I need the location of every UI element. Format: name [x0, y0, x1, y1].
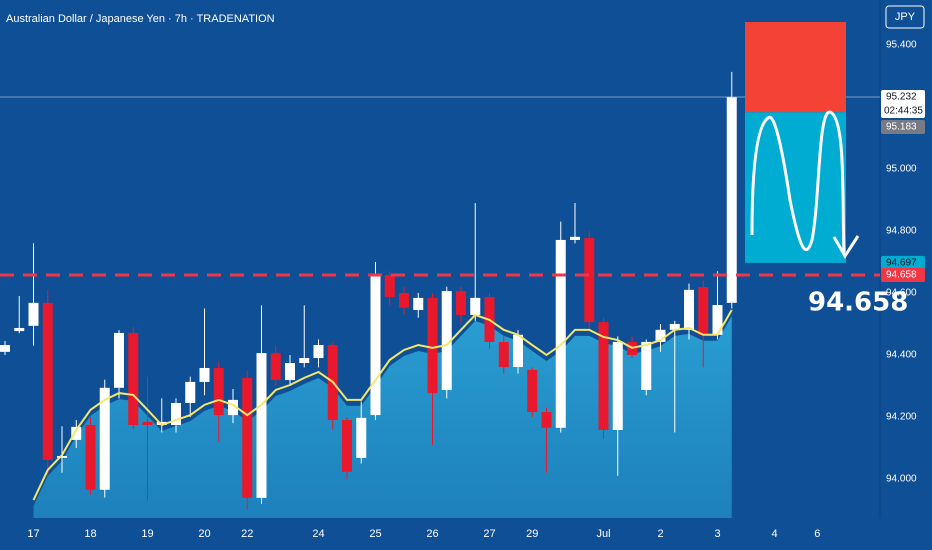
candle-body: [513, 334, 523, 368]
candle-body: [669, 323, 680, 330]
x-tick-label: 19: [141, 528, 153, 540]
candle-body: [555, 239, 566, 428]
candle-body: [399, 292, 409, 308]
candle-body: [156, 421, 167, 426]
candle-body: [655, 329, 666, 342]
x-tick-label: 4: [771, 528, 777, 540]
candle-body: [0, 345, 10, 352]
candle-body: [598, 322, 609, 430]
countdown: 02:44:35: [884, 106, 923, 117]
candle-body: [413, 297, 424, 310]
candle-body: [71, 426, 82, 440]
plot: 94.658 94.000 94.200 94.400 94.600 94.800 95.0…: [0, 22, 925, 540]
x-tick-label: 29: [526, 528, 538, 540]
candle-body: [370, 274, 381, 416]
candle-body: [641, 341, 652, 390]
currency[interactable]: JPY: [895, 11, 916, 23]
candle-body: [57, 456, 67, 458]
x-tick-label: 22: [241, 528, 253, 540]
candle-body: [242, 377, 253, 498]
candle-body: [85, 425, 96, 490]
candle-body: [356, 417, 367, 458]
candle-body: [427, 297, 438, 394]
candle-body: [199, 367, 210, 382]
candle-body: [256, 353, 267, 498]
x-tick-label: 20: [198, 528, 210, 540]
forecast-arrow: [750, 110, 860, 259]
y-tick-label: 94.800: [886, 226, 917, 237]
x-tick-label: 18: [84, 528, 96, 540]
entry-tag-label: 95.183: [886, 122, 917, 133]
candle-body: [342, 420, 352, 472]
currency-box[interactable]: [885, 5, 925, 29]
candle-body: [726, 97, 737, 303]
x-tick-label: 2: [657, 528, 663, 540]
candle-body: [584, 238, 595, 323]
candle-body: [213, 367, 224, 416]
candle-body: [142, 421, 153, 426]
candle-body: [185, 381, 196, 403]
candle-body: [99, 387, 110, 490]
candle-body: [441, 291, 452, 390]
candle-body: [498, 341, 509, 368]
target-tag-label: 94.697: [886, 258, 917, 269]
y-tick-label: 95.400: [886, 40, 917, 51]
candle-body: [684, 289, 694, 330]
target-zone: [745, 112, 846, 263]
x-tick-label: 27: [483, 528, 495, 540]
x-tick-label: 26: [426, 528, 438, 540]
target-tag: [881, 255, 925, 270]
x-tick-label: Jul: [596, 528, 610, 540]
candle-body: [28, 302, 39, 326]
y-tick-label: 94.400: [886, 350, 917, 361]
candle-body: [527, 369, 538, 412]
stop-zone: [745, 22, 846, 113]
candle-body: [228, 399, 238, 416]
candle-body: [114, 332, 124, 388]
chart-title: Australian Dollar / Japanese Yen · 7h · …: [6, 13, 275, 25]
x-tick-label: 24: [312, 528, 324, 540]
candle-body: [712, 305, 723, 335]
x-tick-label: 25: [369, 528, 381, 540]
level-tag-label: 94.658: [886, 270, 917, 281]
x-tick-label: 3: [714, 528, 720, 540]
level-tag: [881, 267, 925, 282]
candle-body: [541, 411, 552, 428]
candle-body: [42, 302, 53, 461]
candle-body: [384, 274, 395, 297]
candle-body: [285, 363, 295, 381]
candle-body: [456, 291, 466, 315]
x-tick-label: 6: [814, 528, 820, 540]
current-price-tag-label: 95.232: [886, 92, 917, 103]
candle-body: [171, 402, 181, 426]
y-tick-label: 94.000: [886, 474, 917, 485]
candle-body: [313, 345, 324, 359]
candle-body: [14, 327, 25, 332]
current-price-tag: [881, 90, 925, 119]
candle-body: [299, 358, 310, 364]
y-tick-label: 94.600: [886, 288, 917, 299]
y-tick-label: 94.200: [886, 412, 917, 423]
x-tick-label: 17: [27, 528, 39, 540]
level-big-label: 94.658: [808, 287, 908, 317]
candle-body: [698, 287, 709, 335]
candle-body: [570, 236, 580, 240]
candle-body: [612, 341, 623, 430]
candle-body: [128, 332, 139, 426]
entry-tag: [881, 120, 925, 135]
ma-line: [32, 309, 733, 501]
candle-body: [270, 353, 281, 381]
y-tick-label: 95.000: [886, 164, 917, 175]
candle-body: [470, 297, 481, 315]
